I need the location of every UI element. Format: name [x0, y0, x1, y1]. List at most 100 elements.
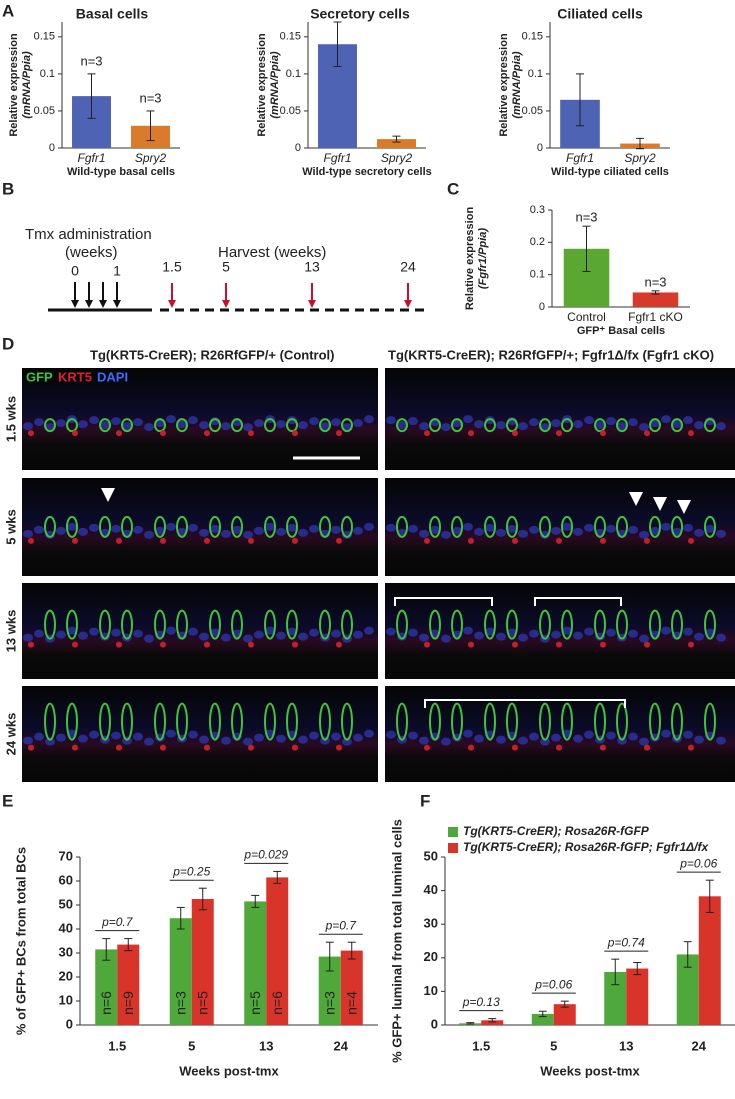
y-tick-label: 10: [424, 983, 438, 998]
nucleus: [166, 729, 176, 738]
nucleus: [408, 731, 418, 740]
y-tick-label: 0.1: [40, 68, 55, 80]
cell: [594, 418, 606, 433]
cell: [154, 418, 166, 433]
y-axis-label: % GFP+ luminal from total luminal cells: [389, 819, 404, 1063]
nucleus: [166, 415, 176, 424]
bar: [604, 971, 627, 1025]
nucleus: [298, 632, 308, 641]
nucleus: [276, 631, 286, 640]
arrowhead: [677, 500, 691, 514]
bar: [117, 944, 140, 1025]
basal-cell: [512, 744, 518, 751]
nucleus: [628, 418, 638, 427]
n-label: n=3: [644, 274, 666, 289]
nucleus: [683, 523, 693, 532]
nucleus: [34, 525, 44, 534]
n-label: n=4: [343, 991, 359, 1015]
bar: [191, 899, 214, 1025]
bar: [340, 950, 363, 1025]
cell: [66, 609, 78, 640]
x-tick-label: Spry2: [624, 151, 656, 165]
y-tick-label: 20: [59, 968, 73, 983]
cell: [176, 609, 188, 640]
nucleus: [56, 526, 66, 535]
cell: [484, 609, 496, 640]
nucleus: [584, 416, 594, 425]
basal-cell: [292, 744, 298, 751]
nucleus: [23, 529, 33, 538]
legend-swatch: [448, 827, 458, 837]
nucleus: [199, 421, 209, 430]
cell: [231, 702, 243, 741]
basal-cell: [512, 641, 518, 648]
nucleus: [364, 522, 374, 531]
nucleus: [287, 627, 297, 636]
nucleus: [188, 730, 198, 739]
basal-cell: [556, 744, 562, 751]
nucleus: [485, 523, 495, 532]
nucleus: [188, 416, 198, 425]
cell: [561, 702, 573, 741]
cell: [616, 515, 628, 538]
nucleus: [34, 732, 44, 741]
nucleus: [111, 731, 121, 740]
arrow-head: [222, 300, 230, 308]
p-value: p=0.06: [679, 856, 717, 870]
cell: [44, 515, 56, 538]
nucleus: [331, 525, 341, 534]
nucleus: [386, 627, 396, 636]
bar: [169, 918, 192, 1025]
nucleus: [628, 732, 638, 741]
cell: [396, 702, 408, 741]
nucleus: [298, 528, 308, 537]
nucleus: [144, 530, 154, 539]
n-label: n=9: [120, 991, 136, 1015]
y-axis-label: % of GFP+ BCs from total BCs: [13, 847, 28, 1035]
cell: [396, 609, 408, 640]
micrograph: [22, 478, 378, 576]
cell: [319, 702, 331, 741]
nucleus: [243, 634, 253, 643]
x-tick-label: Fgfr1: [77, 151, 105, 165]
cell: [99, 702, 111, 741]
nucleus: [672, 420, 682, 429]
cell: [99, 418, 111, 433]
x-tick-label: Fgfr1 cKO: [628, 310, 683, 324]
cell: [66, 702, 78, 741]
nucleus: [89, 523, 99, 532]
nucleus: [133, 629, 143, 638]
nucleus: [331, 732, 341, 741]
y-tick-label: 0.1: [286, 68, 301, 80]
nucleus: [551, 630, 561, 639]
nucleus: [67, 626, 77, 635]
basal-cell: [644, 537, 650, 544]
nucleus: [243, 530, 253, 539]
timeline-title: Tmx administration: [25, 226, 152, 243]
nucleus: [23, 422, 33, 431]
nucleus: [56, 733, 66, 742]
cell: [341, 515, 353, 538]
nucleus: [23, 633, 33, 642]
nucleus: [573, 734, 583, 743]
x-tick-label: 24: [334, 1038, 349, 1053]
y-axis-label: Relative expression: [464, 207, 476, 311]
basal-cell: [424, 641, 430, 648]
basal-cell: [424, 537, 430, 544]
cell: [264, 418, 276, 433]
nucleus: [474, 631, 484, 640]
nucleus: [353, 630, 363, 639]
basal-cell: [248, 641, 254, 648]
n-label: n=3: [139, 90, 161, 105]
y-axis-label: Relative expression: [8, 33, 20, 137]
basal-cell: [204, 537, 210, 544]
basal-cell: [28, 537, 34, 544]
cell: [671, 609, 683, 640]
bracket: [394, 597, 493, 606]
x-tick-label: Spry2: [381, 151, 413, 165]
x-tick-label: Control: [567, 310, 606, 324]
nucleus: [353, 733, 363, 742]
nucleus: [353, 419, 363, 428]
y-tick-label: 40: [59, 920, 73, 935]
